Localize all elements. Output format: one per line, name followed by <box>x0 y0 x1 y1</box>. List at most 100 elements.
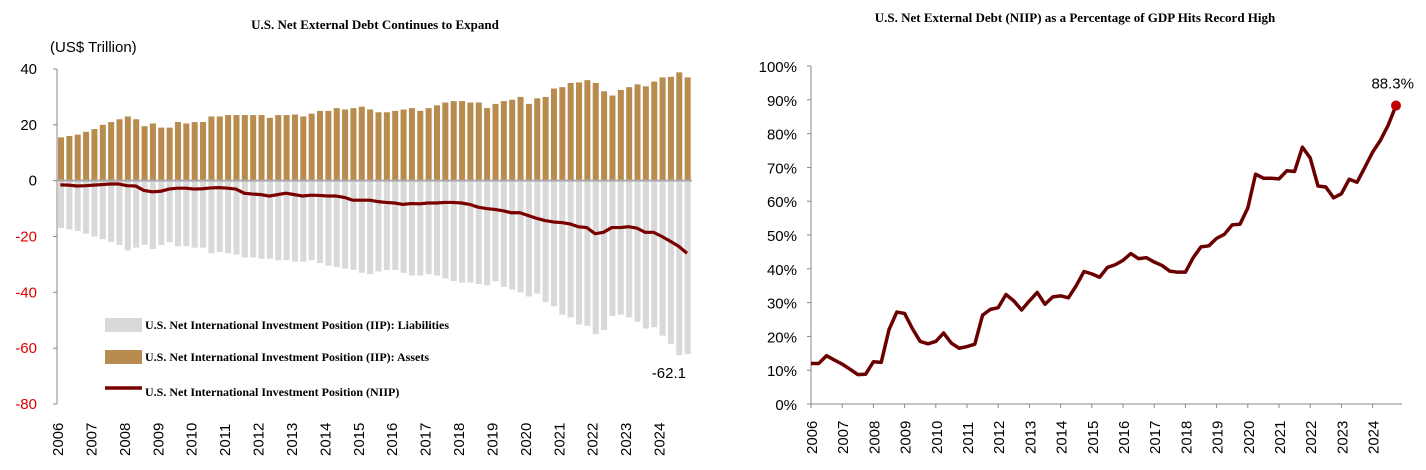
y-tick-label: 0% <box>775 397 797 414</box>
y-tick-label: 10% <box>767 363 797 380</box>
x-tick-label: 2010 <box>929 421 946 454</box>
assets-bar <box>509 99 516 181</box>
x-tick-label: 2014 <box>317 423 334 456</box>
liabilities-bar <box>408 180 415 276</box>
x-tick-label: 2023 <box>618 423 635 456</box>
assets-bar <box>634 84 641 181</box>
liabilities-bar <box>83 180 90 234</box>
liabilities-bar <box>542 180 549 303</box>
assets-bar <box>534 98 541 181</box>
liabilities-bar <box>258 180 265 259</box>
assets-bar <box>350 108 357 181</box>
liabilities-bar <box>275 180 282 261</box>
assets-bar <box>241 115 248 181</box>
assets-bar <box>149 123 156 181</box>
liabilities-bar <box>509 180 516 290</box>
liabilities-bar <box>659 180 666 336</box>
liabilities-bar <box>676 180 683 356</box>
liabilities-bar <box>158 180 165 245</box>
x-tick-label: 2006 <box>50 423 67 456</box>
x-tick-label: 2008 <box>866 421 883 454</box>
legend-label: U.S. Net International Investment Positi… <box>145 350 429 364</box>
liabilities-bar <box>333 180 340 268</box>
left-chart: 40 20 0 -20 -40 -60 -80 2006 2007 2008 2009 2010 201… <box>15 61 692 456</box>
liabilities-bar <box>592 180 599 335</box>
liabilities-bar <box>617 180 624 315</box>
x-tick-label: 2013 <box>284 423 301 456</box>
x-tick-label: 2017 <box>1147 421 1164 454</box>
legend-label: U.S. Net International Investment Positi… <box>145 385 399 399</box>
liabilities-bar <box>358 180 365 273</box>
liabilities-bar <box>133 180 140 248</box>
niip-gdp-line <box>811 104 1398 377</box>
x-tick-label: 2016 <box>384 423 401 456</box>
liabilities-bar <box>149 180 156 250</box>
x-tick-label: 2022 <box>585 423 602 456</box>
assets-bar <box>442 102 449 181</box>
x-tick-label: 2010 <box>184 423 201 456</box>
assets-bar <box>400 109 407 181</box>
assets-bar <box>275 115 282 181</box>
liabilities-bar <box>584 180 591 326</box>
liabilities-bar <box>667 180 674 344</box>
x-tick-label: 2020 <box>518 423 535 456</box>
assets-bar <box>358 106 365 181</box>
liabilities-bar <box>517 180 524 293</box>
x-tick-label: 2022 <box>1303 421 1320 454</box>
legend-swatch <box>105 350 142 364</box>
assets-bar <box>250 115 257 181</box>
assets-bar <box>342 109 349 181</box>
assets-bar <box>258 115 265 181</box>
y-tick-label: 20 <box>20 117 37 134</box>
assets-bar <box>676 72 683 181</box>
left-chart-title: U.S. Net External Debt Continues to Expa… <box>251 17 500 32</box>
x-tick-label: 2019 <box>484 423 501 456</box>
assets-bar <box>283 115 290 181</box>
y-tick-label: 40% <box>767 262 797 279</box>
liabilities-bar <box>392 180 399 270</box>
y-tick-label: 70% <box>767 160 797 177</box>
liabilities-bar <box>417 180 424 276</box>
liabilities-bar <box>241 180 248 258</box>
assets-bar <box>684 77 691 181</box>
liabilities-bar <box>141 180 148 245</box>
y-tick-label: -20 <box>15 229 37 246</box>
x-tick-label: 2008 <box>117 423 134 456</box>
y-tick-label: 30% <box>767 296 797 313</box>
niip-line <box>60 182 689 255</box>
assets-bar <box>601 91 608 181</box>
liabilities-bar <box>350 180 357 270</box>
assets-bar <box>141 126 148 181</box>
assets-bar <box>91 129 98 181</box>
assets-bar <box>617 89 624 181</box>
liabilities-bar <box>601 180 608 331</box>
assets-bar <box>308 113 315 181</box>
liabilities-bar <box>442 180 449 279</box>
right-chart: 100% 90% 80% 70% 60% 50% 40% 30% 20% 10% 0% 2006 200… <box>759 59 1414 454</box>
last-value-label: -62.1 <box>652 365 686 382</box>
assets-bar <box>667 76 674 181</box>
assets-bar <box>108 122 115 181</box>
liabilities-bar <box>634 180 641 322</box>
assets-bar <box>124 116 131 181</box>
legend-label: U.S. Net International Investment Positi… <box>145 318 449 332</box>
liabilities-bar <box>233 180 240 255</box>
x-tick-label: 2015 <box>1085 421 1102 454</box>
y-tick-label: 100% <box>759 59 797 76</box>
assets-bar <box>183 123 190 181</box>
assets-bar <box>467 102 474 181</box>
liabilities-bar <box>684 180 691 355</box>
liabilities-bar <box>525 180 532 297</box>
assets-bar <box>99 124 106 181</box>
assets-bar <box>74 134 81 181</box>
assets-bar <box>216 116 223 181</box>
x-tick-label: 2011 <box>960 422 977 454</box>
assets-bar <box>542 96 549 181</box>
liabilities-bar <box>308 180 315 261</box>
y-tick-label: 90% <box>767 93 797 110</box>
liabilities-bar <box>425 180 432 275</box>
assets-bar <box>58 137 65 181</box>
assets-bar <box>659 77 666 181</box>
x-tick-label: 2013 <box>1022 421 1039 454</box>
